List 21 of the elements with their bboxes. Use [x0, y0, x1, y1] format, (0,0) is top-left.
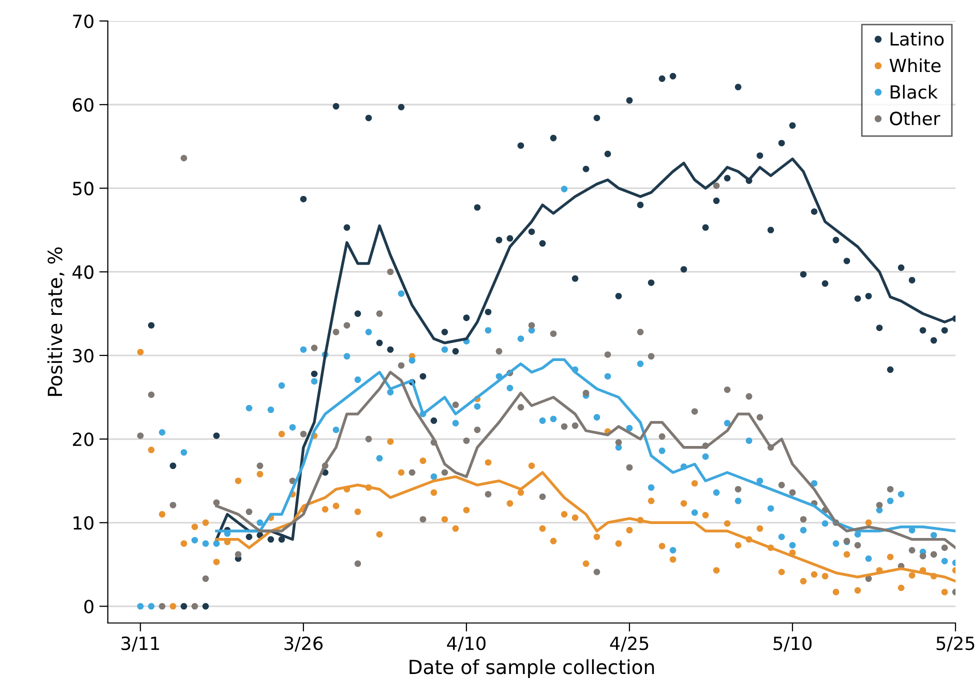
y-tick-label: 30 [73, 348, 94, 363]
y-tick-label: 10 [74, 516, 94, 530]
x-tick-label: 4/10 [447, 636, 486, 652]
y-tick-label: 20 [72, 432, 94, 446]
line-series [215, 471, 956, 583]
legend-label: Latino [890, 32, 944, 46]
x-tick-label: 3/26 [284, 636, 323, 652]
y-tick-label: 0 [84, 600, 94, 614]
y-tick-label: 50 [73, 182, 94, 196]
x-tick-label: 5/25 [936, 636, 974, 652]
x-axis-title: Date of sample collection [410, 659, 654, 678]
x-tick-label: 4/25 [610, 636, 648, 652]
legend-label: White [890, 58, 940, 72]
legend-label: Black [890, 84, 938, 99]
y-tick-label: 40 [72, 265, 94, 279]
y-tick-label: 70 [73, 14, 94, 28]
y-axis-title: Positive rate, % [47, 247, 64, 396]
x-tick-label: 5/10 [774, 636, 812, 652]
legend-label: Other [890, 111, 940, 126]
y-tick-label: 60 [72, 98, 94, 112]
x-tick-label: 3/11 [122, 636, 160, 652]
